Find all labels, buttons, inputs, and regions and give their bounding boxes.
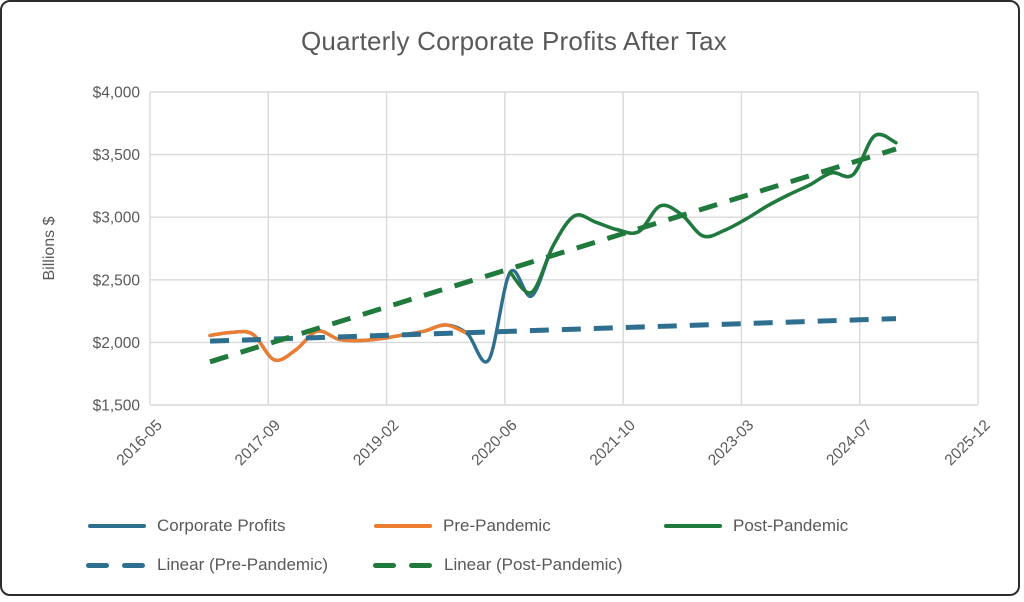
y-axis-title: Billions $ [41, 216, 58, 280]
x-tick-label: 2023-03 [705, 417, 757, 469]
y-tick-label: $1,500 [93, 398, 141, 415]
y-tick-label: $3,000 [93, 210, 141, 227]
x-tick-label: 2021-10 [587, 417, 640, 470]
series-line-post-pandemic [508, 132, 898, 295]
trendline-linear-pre-pandemic [209, 316, 897, 344]
x-tick-label: 2017-09 [232, 417, 284, 469]
x-tick-label: 2020-06 [468, 417, 520, 469]
trendline-linear-post-pandemic [209, 146, 897, 365]
x-tick-label: 2024-07 [823, 417, 875, 469]
x-tick-label: 2025-12 [942, 417, 994, 469]
y-tick-label: $3,500 [93, 147, 141, 164]
y-tick-label: $4,000 [93, 85, 141, 102]
x-tick-label: 2016-05 [114, 417, 166, 469]
chart-title: Quarterly Corporate Profits After Tax [301, 26, 727, 56]
x-tick-label: 2019-02 [350, 417, 402, 469]
y-tick-label: $2,000 [93, 335, 141, 352]
y-tick-label: $2,500 [93, 272, 141, 289]
